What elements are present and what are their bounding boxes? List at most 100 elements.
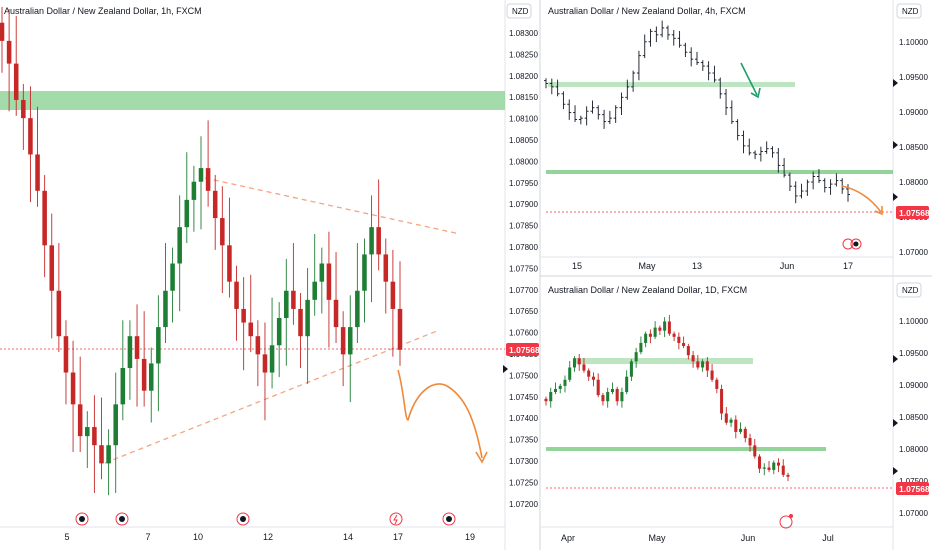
lightning-icon[interactable] — [842, 238, 854, 250]
candle-body — [369, 227, 374, 255]
candle-body — [305, 299, 310, 337]
x-axis-ticks: Apr May Jun Jul — [561, 533, 834, 543]
x-tick-label: May — [648, 533, 666, 543]
upper-trendline — [204, 177, 461, 235]
candle-body — [227, 245, 232, 282]
scale-marker-icon — [893, 419, 898, 427]
event-icon-dot — [446, 516, 452, 522]
y-tick-label: 1.08500 — [899, 143, 928, 152]
candle-body — [615, 388, 619, 402]
candle-body — [70, 372, 76, 405]
candle-body — [284, 290, 289, 319]
event-icon[interactable] — [850, 238, 862, 250]
price-tag-label: 1.07568 — [899, 208, 930, 218]
arrow-head — [750, 87, 761, 99]
lightning-icon[interactable] — [389, 512, 403, 526]
candle-body — [42, 190, 47, 246]
x-tick-label: 7 — [145, 532, 150, 542]
candle-body — [705, 361, 709, 371]
candle-body — [13, 63, 19, 100]
candle-body — [672, 333, 676, 337]
candle-body — [577, 358, 581, 365]
candle-body — [241, 308, 246, 323]
candle-body — [677, 336, 681, 343]
chart-title: Australian Dollar / New Zealand Dollar, … — [548, 6, 746, 16]
candles — [544, 20, 850, 204]
y-tick-label: 1.08000 — [509, 157, 538, 166]
y-tick-label: 1.08000 — [899, 178, 928, 187]
candle-body — [0, 22, 5, 41]
event-icon[interactable] — [442, 512, 456, 526]
candle-body — [156, 327, 161, 364]
x-tick-label: 5 — [64, 532, 69, 542]
currency-label: NZD — [902, 286, 919, 295]
candle-body — [734, 419, 738, 432]
x-tick-label: 10 — [193, 532, 203, 542]
candle-body — [326, 263, 332, 300]
candle-body — [77, 404, 83, 437]
y-tick-label: 1.07950 — [509, 179, 538, 188]
candle-body — [568, 367, 572, 380]
candle-body — [113, 404, 118, 446]
candle-body — [255, 336, 261, 355]
notification-dot — [789, 514, 793, 518]
candle-body — [92, 427, 97, 446]
arrow-head — [475, 451, 488, 464]
y-tick-label: 1.07500 — [899, 477, 928, 486]
currency-box[interactable] — [896, 3, 922, 19]
candle-body — [776, 462, 781, 466]
y-tick-label: 1.07400 — [509, 414, 538, 423]
candle-body — [724, 413, 728, 423]
candle-body — [141, 358, 147, 391]
y-tick-label: 1.08050 — [509, 136, 538, 145]
x-axis-ticks: 15 May 13 Jun 17 — [572, 261, 853, 271]
candle-body — [191, 181, 197, 200]
lightning-icon[interactable] — [779, 515, 793, 529]
event-icon[interactable] — [236, 512, 250, 526]
candle-body — [248, 322, 254, 337]
candles — [0, 6, 403, 496]
y-axis-ticks: 1.08300 1.08250 1.08200 1.08150 1.08100 1.080… — [509, 29, 538, 509]
scale-marker-icon — [893, 79, 898, 87]
event-icon-dot — [119, 516, 125, 522]
y-tick-label: 1.10000 — [899, 317, 928, 326]
chart-title: Australian Dollar / New Zealand Dollar, … — [4, 6, 202, 16]
candle-body — [106, 445, 111, 464]
y-tick-label: 1.07800 — [509, 243, 538, 252]
y-tick-label: 1.08200 — [509, 72, 538, 81]
currency-box[interactable] — [896, 282, 922, 298]
candle-body — [634, 352, 638, 362]
y-tick-label: 1.07300 — [509, 457, 538, 466]
candle-body — [362, 254, 367, 291]
y-tick-label: 1.08000 — [899, 445, 928, 454]
candle-body — [739, 428, 743, 432]
candles — [544, 315, 790, 481]
lightning-glyph — [393, 514, 398, 525]
candle-body — [601, 395, 605, 402]
y-tick-label: 1.07700 — [509, 286, 538, 295]
candle-body — [21, 99, 26, 119]
event-icon[interactable] — [115, 512, 129, 526]
candle-body — [753, 445, 757, 457]
currency-box[interactable] — [506, 3, 532, 19]
price-tag-label: 1.07568 — [509, 345, 540, 355]
currency-label: NZD — [512, 7, 529, 16]
candle-body — [563, 379, 567, 386]
candle-body — [262, 354, 268, 373]
chart-panel-4h: Australian Dollar / New Zealand Dollar, … — [541, 0, 930, 276]
event-icon[interactable] — [75, 512, 89, 526]
candle-body — [163, 290, 168, 328]
candle-body — [397, 308, 403, 350]
candle-body — [549, 392, 553, 402]
candle-body — [710, 370, 714, 380]
candle-body — [28, 118, 33, 155]
candle-body — [758, 456, 762, 469]
x-axis-ticks: 5 7 10 12 14 17 19 — [64, 532, 475, 542]
x-tick-label: 17 — [843, 261, 853, 271]
candle-body — [625, 376, 629, 393]
support-zone — [546, 170, 893, 174]
candle-body — [691, 355, 695, 362]
event-icons — [75, 512, 456, 526]
candle-body — [376, 227, 381, 255]
